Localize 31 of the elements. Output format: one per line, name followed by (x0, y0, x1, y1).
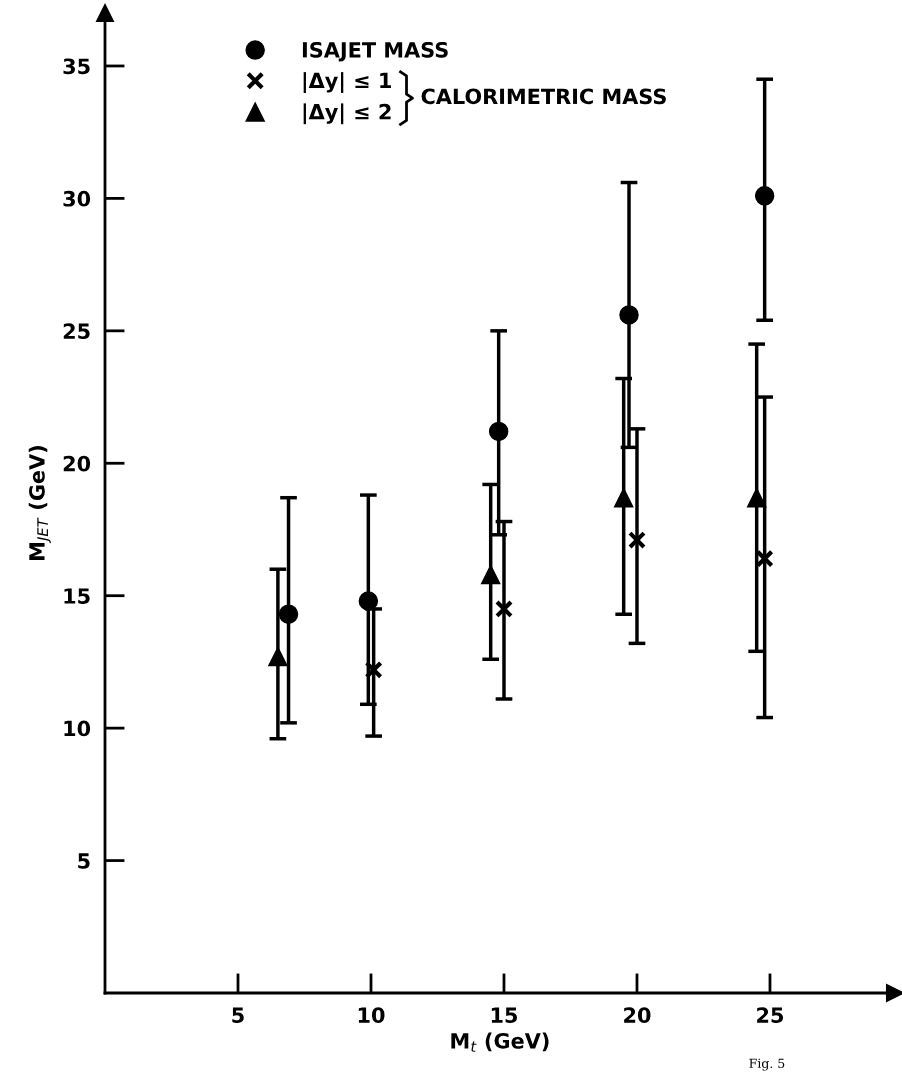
y-tick-label: 5 (78, 853, 90, 869)
point (627, 531, 647, 550)
y-tick-label: 10 (64, 720, 91, 737)
point (619, 305, 639, 325)
x-tick-label: 10 (358, 1007, 385, 1024)
legend-label: |Δy| ≤ 2 (303, 103, 391, 125)
legend-label: |Δy| ≤ 1 (303, 72, 391, 93)
x-tick-label: 15 (491, 1007, 518, 1024)
caption: Fig. 5 (749, 1058, 785, 1071)
y-tick-label: 35 (63, 58, 90, 75)
y-tick-label: 25 (63, 323, 90, 340)
y-tick-label: 30 (63, 190, 91, 207)
point (494, 599, 514, 618)
x-tick-label: 5 (232, 1007, 244, 1024)
point (268, 646, 288, 667)
y-tick-label: 20 (63, 455, 91, 472)
annotation: CALORIMETRIC MASS (421, 88, 666, 105)
point (364, 660, 383, 679)
y-tick-label: 15 (64, 588, 90, 604)
legend-label: ISAJET MASS (302, 41, 448, 62)
point (358, 591, 379, 611)
point (613, 487, 634, 508)
point (746, 487, 767, 508)
x-tick-label: 25 (757, 1007, 784, 1024)
y-axis-title: M$_{JET}$ (GeV) (28, 446, 51, 560)
point (754, 186, 775, 206)
point (488, 421, 509, 442)
x-tick-label: 20 (624, 1007, 651, 1024)
x-axis-title: M$_{t}$ (GeV) (451, 1032, 549, 1052)
point (278, 604, 299, 624)
point (480, 564, 501, 585)
